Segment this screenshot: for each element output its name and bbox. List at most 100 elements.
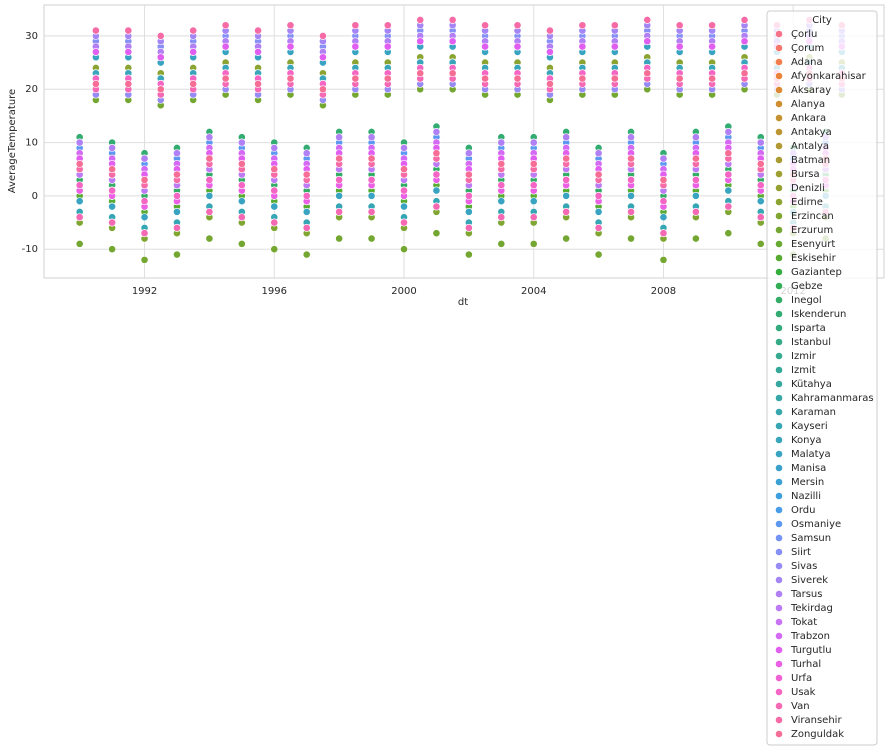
point [481, 74, 489, 83]
point [237, 159, 246, 168]
point [270, 186, 279, 195]
point [140, 229, 149, 238]
legend-marker [775, 632, 783, 640]
legend-label: Karaman [791, 407, 836, 418]
point [189, 48, 198, 56]
point [432, 186, 441, 195]
point [351, 42, 360, 51]
legend-marker [775, 464, 783, 472]
point [464, 250, 473, 259]
legend-label: Izmit [791, 365, 816, 376]
point [497, 213, 506, 222]
point [254, 26, 262, 35]
point [756, 197, 765, 206]
legend-marker [775, 128, 783, 136]
point [270, 245, 279, 254]
point [335, 207, 344, 216]
point [367, 191, 376, 200]
point [594, 250, 603, 259]
point [643, 69, 652, 78]
point [189, 80, 198, 88]
legend-marker [775, 604, 783, 612]
point [643, 16, 652, 24]
point [75, 138, 84, 147]
point [367, 234, 376, 243]
point [529, 138, 538, 147]
point [464, 170, 473, 179]
point [237, 239, 246, 248]
legend-marker [775, 422, 783, 430]
legend-marker [775, 30, 783, 38]
point [302, 250, 311, 259]
legend-label: Nazilli [791, 491, 821, 502]
point [124, 80, 133, 88]
legend-label: Tarsus [790, 589, 822, 600]
legend-marker [775, 590, 783, 598]
legend-marker [775, 660, 783, 668]
point [691, 154, 700, 163]
point [302, 149, 311, 158]
point [578, 21, 587, 30]
y-tick-label: -10 [22, 244, 38, 255]
legend-label: Erzincan [791, 211, 834, 222]
point [529, 181, 538, 190]
point [594, 207, 603, 216]
point [221, 42, 230, 51]
point [140, 175, 149, 184]
point [400, 165, 408, 174]
point [513, 42, 522, 51]
point [140, 213, 149, 222]
legend-marker [775, 716, 783, 724]
legend-label: Van [791, 701, 810, 712]
point [756, 239, 765, 248]
point [448, 69, 457, 78]
point [383, 21, 392, 30]
point [562, 175, 571, 184]
point [513, 21, 522, 30]
point [691, 207, 700, 216]
point [108, 218, 117, 227]
plot-area [43, 4, 885, 279]
legend-marker [775, 156, 783, 164]
point [302, 223, 311, 232]
point [108, 186, 117, 195]
legend-marker [775, 576, 783, 584]
point [627, 234, 635, 243]
point [319, 32, 327, 40]
point [140, 197, 149, 206]
point [610, 42, 619, 51]
point [691, 191, 700, 200]
legend-label: Mersin [791, 477, 824, 488]
point [724, 128, 733, 136]
point [610, 21, 619, 30]
legend-label: Istanbul [791, 337, 831, 348]
point [108, 143, 117, 152]
point [91, 48, 100, 56]
point [724, 202, 733, 211]
legend-label: Kayseri [791, 421, 828, 432]
legend-marker [775, 674, 783, 682]
point [513, 74, 522, 83]
point [432, 170, 441, 179]
point [562, 207, 571, 216]
point [254, 48, 262, 56]
point [173, 170, 181, 179]
legend-label: Gebze [791, 281, 823, 292]
point [627, 175, 635, 184]
point [302, 170, 311, 179]
point [610, 74, 619, 83]
legend-label: Batman [791, 155, 830, 166]
point [156, 32, 165, 40]
point [659, 255, 668, 264]
legend-marker [775, 646, 783, 654]
point [416, 69, 425, 78]
point [724, 229, 733, 238]
legend-label: Siverek [791, 575, 828, 586]
point [740, 16, 749, 24]
legend-label: Manisa [791, 463, 826, 474]
point [708, 42, 717, 51]
legend-marker [775, 478, 783, 486]
point [173, 149, 181, 158]
point [367, 175, 376, 184]
